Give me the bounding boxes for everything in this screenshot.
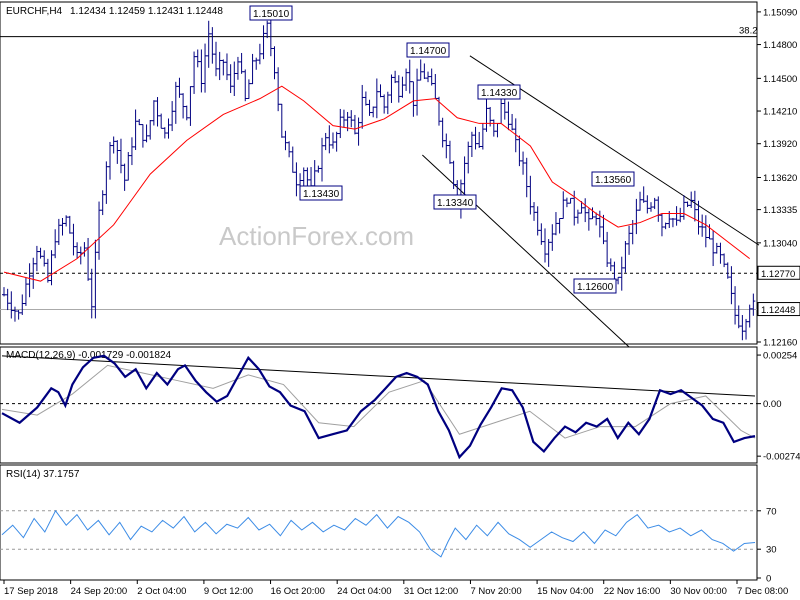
symbol-label: EURCHF,H4 xyxy=(6,6,63,17)
time-tick-label: 17 Sep 2018 xyxy=(4,586,58,597)
fib-382-label: 38.2 xyxy=(739,26,758,37)
price-tick-label: 1.14210 xyxy=(763,107,797,118)
annotation-label: 1.13560 xyxy=(595,175,632,186)
rsi-line xyxy=(1,509,756,558)
price-annotation: 1.13340 xyxy=(433,194,477,210)
annotation-label: 1.14700 xyxy=(410,46,447,57)
price-tick-label: 1.13920 xyxy=(763,139,797,150)
time-tick-label: 2 Oct 04:00 xyxy=(137,586,186,597)
moving-average-line xyxy=(3,85,750,282)
rsi-pane: RSI(14) 37.1757 70 30 0 xyxy=(0,464,777,585)
annotation-label: 1.14330 xyxy=(481,88,518,99)
macd-line xyxy=(1,354,756,460)
time-tick-label: 9 Oct 12:00 xyxy=(204,586,253,597)
price-annotation: 1.12600 xyxy=(573,278,617,294)
annotation-box xyxy=(406,42,450,58)
rsi-tick-label: 30 xyxy=(766,545,777,556)
annotation-box xyxy=(249,5,293,21)
price-tick-label: 1.15090 xyxy=(763,7,797,18)
time-tick-label: 22 Nov 16:00 xyxy=(604,586,661,597)
annotation-label: 1.15010 xyxy=(253,9,290,20)
macd-tick-label: -0.002747 xyxy=(763,452,800,463)
time-tick-label: 30 Nov 00:00 xyxy=(670,586,727,597)
annotation-label: 1.13430 xyxy=(303,189,340,200)
price-tick-label: 1.14500 xyxy=(763,74,797,85)
macd-pane-frame xyxy=(0,346,758,464)
annotation-label: 1.12600 xyxy=(577,282,614,293)
macd-signal-line xyxy=(1,364,756,439)
price-tick-label: 1.12160 xyxy=(763,338,797,349)
support-price-box xyxy=(757,265,800,280)
current-price-box xyxy=(757,302,800,317)
price-pane-frame xyxy=(0,1,758,345)
price-tick-label: 1.13040 xyxy=(763,238,797,249)
current-price-label: 1.12448 xyxy=(761,305,795,316)
price-annotation: 1.13430 xyxy=(299,185,343,201)
price-annotation: 1.15010 xyxy=(249,5,293,21)
macd-pane: MACD(12,26,9) -0.001729 -0.001824 0.0025… xyxy=(0,346,800,464)
price-annotation: 1.13560 xyxy=(591,171,635,187)
rsi-tick-label: 70 xyxy=(766,506,777,517)
macd-layer xyxy=(0,354,757,460)
price-pane: EURCHF,H4 1.12434 1.12459 1.12431 1.1244… xyxy=(0,1,800,404)
time-tick-label: 7 Dec 08:00 xyxy=(737,586,788,597)
annotation-box xyxy=(477,84,521,100)
macd-tick-label: 0.00 xyxy=(763,399,782,410)
time-tick-label: 24 Oct 04:00 xyxy=(337,586,391,597)
rsi-pane-frame xyxy=(0,464,758,581)
time-axis: 17 Sep 2018 24 Sep 20:00 2 Oct 04:00 9 Oct … xyxy=(3,580,788,597)
watermark: ActionForex.com xyxy=(219,221,414,251)
ohlc-label: 1.12434 1.12459 1.12431 1.12448 xyxy=(70,6,223,17)
price-tick-label: 1.13620 xyxy=(763,173,797,184)
price-tick-label: 1.14800 xyxy=(763,40,797,51)
rsi-axis: 70 30 0 xyxy=(757,506,777,585)
time-tick-label: 24 Sep 20:00 xyxy=(71,586,128,597)
macd-axis: 0.00254 0.00 -0.002747 xyxy=(757,351,800,463)
time-tick-label: 7 Nov 20:00 xyxy=(470,586,521,597)
annotation-box xyxy=(433,194,477,210)
ohlc-bars xyxy=(2,11,756,341)
price-annotation: 1.14700 xyxy=(406,42,450,58)
rsi-title: RSI(14) 37.1757 xyxy=(6,469,80,480)
annotation-box xyxy=(299,185,343,201)
price-axis: 1.15090 1.14800 1.14500 1.14210 1.13920 1.136… xyxy=(757,7,800,349)
price-tick-label: 1.13335 xyxy=(763,205,797,216)
macd-title: MACD(12,26,9) -0.001729 -0.001824 xyxy=(6,350,172,361)
macd-tick-label: 0.00254 xyxy=(763,351,797,362)
time-tick-label: 15 Nov 04:00 xyxy=(537,586,594,597)
time-tick-label: 31 Oct 12:00 xyxy=(404,586,458,597)
ohlc-bar xyxy=(751,293,756,316)
annotation-box xyxy=(591,171,635,187)
support-price-label: 1.12770 xyxy=(761,269,795,280)
macd-trendline xyxy=(1,355,756,397)
time-tick-label: 16 Oct 20:00 xyxy=(271,586,325,597)
rsi-tick-label: 0 xyxy=(766,574,771,585)
annotation-box xyxy=(573,278,617,294)
rsi-layer xyxy=(0,509,757,558)
price-annotation: 1.14330 xyxy=(477,84,521,100)
annotation-label: 1.13340 xyxy=(437,198,474,209)
